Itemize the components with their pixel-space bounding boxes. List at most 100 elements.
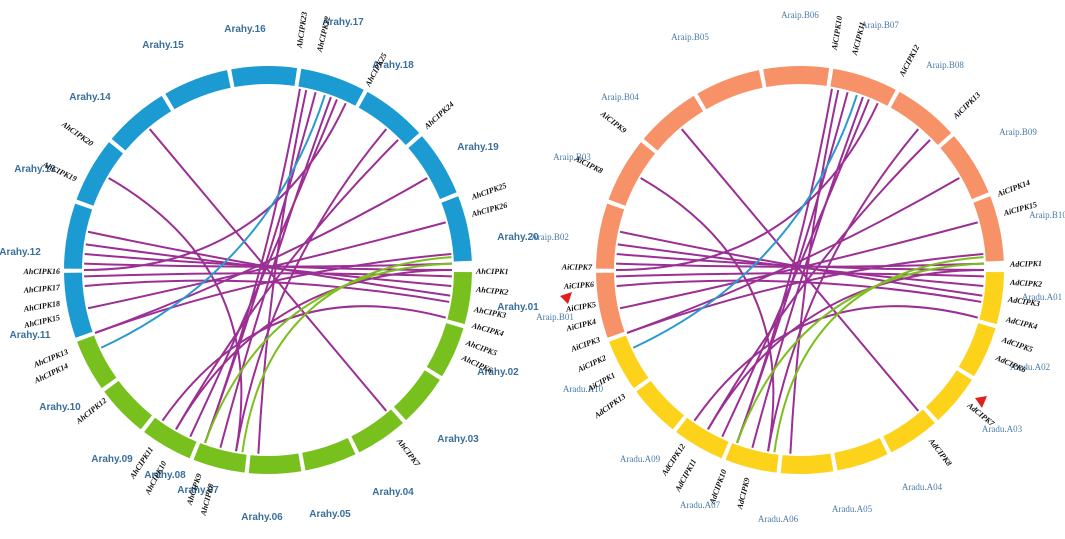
chromosome-label: Araip.B09 bbox=[999, 127, 1037, 137]
link bbox=[626, 177, 960, 334]
chromosome-label: Arahy.10 bbox=[39, 402, 81, 413]
chromosome-segment bbox=[111, 95, 172, 151]
gene-label: AhCIPK26 bbox=[470, 201, 509, 219]
chromosome-segment bbox=[780, 453, 834, 474]
chromosome-label: Arahy.12 bbox=[0, 247, 41, 258]
gene-label: AiCIPK6 bbox=[562, 280, 594, 291]
chromosome-label: Arahy.03 bbox=[437, 434, 479, 445]
link bbox=[619, 221, 978, 310]
chromosome-segment bbox=[883, 409, 935, 453]
chromosome-label: Arahy.09 bbox=[91, 454, 133, 465]
gene-label: AdCIPK9 bbox=[735, 477, 752, 511]
chromosome-segment bbox=[830, 68, 896, 106]
chromosome-label: Aradu.A04 bbox=[902, 482, 943, 492]
chromosome-segment bbox=[193, 443, 247, 473]
chromosome-label: Arahy.06 bbox=[241, 512, 283, 523]
red-arrow bbox=[975, 396, 987, 408]
chromosome-label: Araip.B08 bbox=[926, 60, 964, 70]
link bbox=[707, 139, 931, 430]
chromosome-segment bbox=[302, 438, 356, 471]
chromosome-segment bbox=[77, 335, 117, 389]
link bbox=[235, 128, 388, 452]
chromosome-label: Araip.B02 bbox=[531, 232, 569, 242]
chromosome-segment bbox=[144, 417, 197, 459]
link bbox=[257, 89, 308, 454]
gene-label: AiCIPK2 bbox=[575, 353, 607, 374]
chromosome-label: Arahy.20 bbox=[497, 232, 539, 243]
chromosome-segment bbox=[725, 443, 779, 473]
chromosome-label: Aradu.A09 bbox=[620, 454, 661, 464]
gene-label: AdCIPK4 bbox=[1004, 315, 1038, 332]
chromosome-segment bbox=[940, 136, 989, 200]
chromosome-segment bbox=[609, 335, 649, 389]
chromosome-label: Araip.B07 bbox=[861, 20, 899, 30]
link bbox=[626, 252, 984, 334]
gene-label: AhCIPK25 bbox=[469, 181, 507, 202]
gene-label: AdCIPK1 bbox=[1009, 259, 1042, 269]
link bbox=[148, 128, 388, 412]
chromosome-segment bbox=[165, 70, 231, 110]
gene-label: AiCIPK5 bbox=[564, 300, 596, 314]
chromosome-segment bbox=[973, 196, 1004, 262]
link bbox=[615, 102, 879, 271]
link bbox=[751, 96, 864, 448]
chromosome-segment bbox=[231, 66, 298, 88]
chromosome-label: Aradu.A03 bbox=[982, 424, 1023, 434]
gene-label: AiCIPK3 bbox=[569, 335, 601, 354]
chromosome-label: Araip.B03 bbox=[553, 152, 591, 162]
link bbox=[100, 94, 326, 349]
chromosome-label: Aradu.A07 bbox=[680, 500, 721, 510]
chromosome-label: Arahy.16 bbox=[224, 24, 266, 35]
link bbox=[736, 88, 833, 444]
gene-label: AhCIPK2 bbox=[475, 285, 509, 297]
gene-label: AhCIPK20 bbox=[59, 119, 95, 148]
chromosome-label: Aradu.A02 bbox=[1010, 362, 1050, 372]
link bbox=[632, 94, 858, 349]
link bbox=[680, 128, 920, 412]
chromosome-segment bbox=[979, 271, 1004, 325]
chromosome-segment bbox=[76, 142, 124, 206]
gene-label: AhCIPK17 bbox=[22, 283, 61, 295]
link bbox=[767, 128, 920, 452]
gene-label: AiCIPK14 bbox=[995, 178, 1031, 199]
chromosome-label: Arahy.11 bbox=[10, 330, 51, 341]
chromosome-label: Araip.B05 bbox=[671, 32, 709, 42]
link bbox=[83, 102, 347, 271]
chromosome-label: Arahy.02 bbox=[477, 367, 519, 378]
chromosome-segment bbox=[358, 91, 420, 146]
gene-label: AhCIPK15 bbox=[22, 313, 61, 330]
chromosome-segment bbox=[248, 453, 302, 474]
link bbox=[241, 256, 452, 453]
chromosome-segment bbox=[441, 196, 472, 262]
chromosome-segment bbox=[958, 323, 996, 377]
link bbox=[219, 96, 332, 448]
chromosome-segment bbox=[64, 203, 93, 269]
link bbox=[94, 177, 428, 334]
chromosome-label: Arahy.07 bbox=[177, 485, 219, 496]
gene-label: AhCIPK7 bbox=[394, 436, 422, 469]
gene-label: AhCIPK22 bbox=[315, 15, 332, 54]
link bbox=[707, 269, 985, 430]
gene-label: AiCIPK9 bbox=[598, 109, 628, 135]
chromosome-label: Arahy.14 bbox=[69, 92, 111, 103]
link bbox=[204, 88, 301, 444]
chromosome-label: Aradu.A01 bbox=[1022, 292, 1062, 302]
chromosome-segment bbox=[697, 70, 763, 110]
chromosome-segment bbox=[393, 370, 440, 421]
chromosome-segment bbox=[447, 271, 472, 325]
gene-label: AiCIPK12 bbox=[897, 43, 921, 78]
gene-label: AiCIPK10 bbox=[830, 15, 844, 51]
link bbox=[204, 262, 452, 444]
chromosome-label: Araip.B04 bbox=[601, 92, 639, 102]
link bbox=[87, 221, 446, 310]
link bbox=[94, 252, 452, 334]
link bbox=[789, 89, 840, 454]
gene-label: AhCIPK23 bbox=[295, 11, 309, 49]
chromosome-segment bbox=[596, 272, 625, 338]
chromosome-label: Arahy.05 bbox=[309, 509, 351, 520]
chromosome-segment bbox=[426, 323, 464, 377]
chromosome-label: Arahy.13 bbox=[14, 164, 56, 175]
chromosome-label: Araip.B06 bbox=[781, 10, 819, 20]
gene-label: AdCIPK5 bbox=[1000, 335, 1034, 354]
